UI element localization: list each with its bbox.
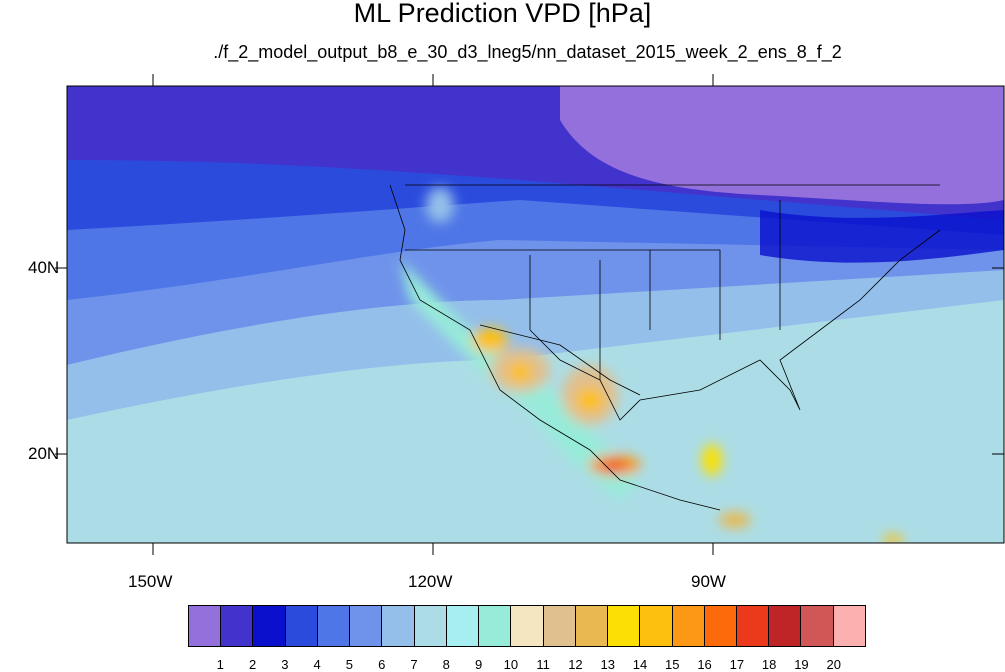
colorbar-label: 8 — [442, 657, 450, 672]
colorbar-swatch — [608, 606, 641, 646]
lon-label-90w: 90W — [691, 572, 726, 591]
colorbar-swatch — [543, 606, 576, 646]
colorbar-label: 17 — [729, 657, 745, 672]
colorbar-swatch — [317, 606, 351, 646]
colorbar-swatch — [575, 606, 609, 646]
colorbar-swatch — [189, 606, 222, 646]
colorbar-label: 11 — [536, 657, 550, 672]
colorbar-label: 15 — [665, 657, 680, 672]
colorbar-swatch — [511, 606, 544, 646]
chart-title: ML Prediction VPD [hPa] — [353, 0, 652, 28]
colorbar-swatch — [446, 606, 480, 646]
colorbar-label: 13 — [600, 657, 615, 672]
colorbar-swatch — [479, 606, 512, 646]
band-1 — [560, 86, 1004, 205]
lat-label-20n: 20N — [28, 444, 60, 463]
colorbar-label: 4 — [313, 657, 321, 672]
colorbar-swatch — [704, 606, 737, 646]
colorbar-label: 3 — [281, 657, 289, 672]
colorbar-swatch — [640, 606, 673, 646]
colorbar-swatch — [672, 606, 705, 646]
colorbar-swatch — [350, 606, 383, 646]
colorbar-swatch — [736, 606, 770, 646]
chart-subtitle: ./f_2_model_output_b8_e_30_d3_lneg5/nn_d… — [213, 42, 842, 62]
colorbar-swatch — [769, 606, 802, 646]
colorbar-label: 20 — [826, 657, 841, 672]
colorbar-label: 16 — [697, 657, 712, 672]
colorbar-label: 5 — [345, 657, 354, 672]
colorbar-label: 10 — [503, 657, 519, 672]
colorbar-label: 9 — [474, 657, 483, 672]
colorbar-swatch — [221, 606, 254, 646]
colorbar-label: 6 — [378, 657, 386, 672]
colorbar-swatch — [833, 606, 865, 646]
colorbar-label: 12 — [568, 657, 583, 672]
colorbar-label: 19 — [794, 657, 809, 672]
colorbar-swatch — [285, 606, 318, 646]
colorbar-swatch — [801, 606, 834, 646]
colorbar-label: 7 — [410, 657, 418, 672]
lon-label-120w: 120W — [408, 572, 453, 591]
colorbar-label: 1 — [216, 657, 224, 672]
colorbar-label: 2 — [248, 657, 257, 672]
colorbar-label: 14 — [632, 657, 648, 672]
borders — [389, 184, 941, 511]
colorbar-swatch — [414, 606, 447, 646]
colorbar-swatch — [382, 606, 415, 646]
lat-label-40n: 40N — [28, 258, 60, 277]
colorbar-swatch — [253, 606, 286, 646]
colorbar — [188, 605, 866, 647]
colorbar-label: 18 — [761, 657, 777, 672]
lon-label-150w: 150W — [128, 572, 173, 591]
